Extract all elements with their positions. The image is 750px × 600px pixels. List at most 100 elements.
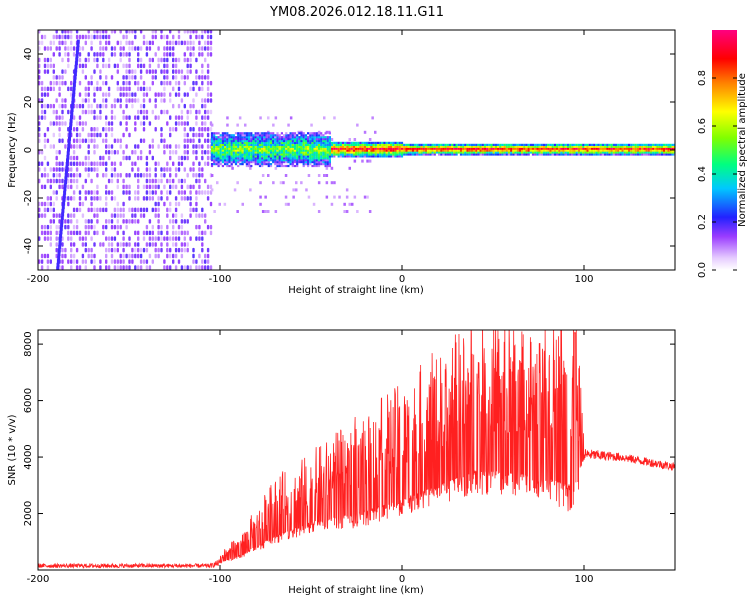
heatmap-cell [483,143,487,146]
heatmap-cell [322,141,325,144]
heatmap-cell [237,139,240,143]
heatmap-cell [125,115,128,120]
heatmap-cell [409,147,412,150]
heatmap-cell [78,144,82,149]
heatmap-cell [239,153,242,156]
heatmap-cell [394,147,397,150]
heatmap-cell [195,213,198,218]
heatmap-cell [363,141,366,144]
heatmap-cell [206,34,210,40]
heatmap-cell [204,253,207,259]
heatmap-cell [328,132,331,135]
heatmap-cell [99,52,102,57]
heatmap-cell [300,151,303,154]
heatmap-cell [60,219,64,224]
heatmap-cell [368,145,371,148]
heatmap-cell [148,86,152,92]
heatmap-cell [160,92,163,97]
heatmap-cell [283,161,286,164]
heatmap-cell [580,147,583,150]
heatmap-cell [46,127,50,132]
heatmap-cell [110,259,114,264]
heatmap-cell [189,127,192,132]
heatmap-cell [298,153,301,156]
heatmap-cell [453,147,456,150]
heatmap-cell [65,165,69,170]
heatmap-cell [172,127,175,132]
heatmap-cell [298,151,301,154]
heatmap-cell [325,130,329,134]
heatmap-cell [293,143,297,146]
heatmap-cell [575,145,578,148]
heatmap-cell [276,132,279,135]
heatmap-cell [390,153,393,156]
heatmap-cell [180,75,184,80]
heatmap-cell [562,153,565,156]
heatmap-cell [204,230,207,236]
heatmap-cell [267,157,270,160]
heatmap-cell [128,219,131,224]
heatmap-cell [608,153,611,156]
heatmap-cell [87,173,90,178]
heatmap-cell [422,153,425,156]
heatmap-cell [122,207,125,213]
heatmap-cell [71,93,75,98]
heatmap-cell [274,153,277,156]
colorbar-gradient [712,30,737,270]
heatmap-cell [249,166,252,170]
heatmap-cell [392,147,395,150]
heatmap-cell [113,224,117,230]
heatmap-cell [250,141,253,144]
heatmap-cell [285,141,288,144]
heatmap-cell [265,134,268,137]
heatmap-cell [263,149,266,152]
heatmap-cell [55,167,58,172]
heatmap-cell [163,34,166,40]
heatmap-cell [206,46,210,51]
heatmap-cell [113,167,117,172]
heatmap-cell [280,151,283,154]
heatmap-cell [107,63,111,69]
heatmap-cell [46,178,50,184]
heatmap-cell [649,149,653,152]
heatmap-cell [536,153,539,156]
heatmap-cell [343,210,346,213]
heatmap-cell [400,145,404,148]
heatmap-cell [64,34,67,40]
heatmap-cell [38,150,41,155]
heatmap-cell [186,150,189,155]
heatmap-cell [632,145,635,148]
heatmap-cell [571,147,574,150]
heatmap-cell [186,132,189,138]
heatmap-cell [148,242,152,247]
colorbar-label: Normalized spectral amplitude [737,73,748,227]
heatmap-cell [309,134,312,137]
heatmap-cell [527,143,530,146]
heatmap-cell [287,202,290,206]
heatmap-cell [72,173,76,178]
heatmap-cell [210,159,214,162]
heatmap-cell [228,161,231,164]
heatmap-cell [510,151,513,154]
heatmap-cell [228,151,231,154]
heatmap-cell [346,141,349,144]
heatmap-cell [553,151,556,154]
heatmap-cell [58,161,61,166]
heatmap-cell [525,149,528,152]
colorbar: 0.00.20.40.60.8 Normalized spectral ampl… [697,30,748,278]
heatmap-cell [169,178,172,184]
heatmap-cell [320,155,323,158]
heatmap-cell [154,98,157,103]
heatmap-cell [148,150,152,155]
heatmap-cell [274,134,277,137]
heatmap-cell [606,151,609,154]
heatmap-cell [529,151,532,154]
heatmap-cell [134,247,137,253]
heatmap-cell [564,147,567,150]
heatmap-cell [75,127,79,132]
heatmap-cell [265,136,268,139]
heatmap-cell [326,151,329,154]
heatmap-cell [345,210,349,213]
heatmap-cell [639,153,642,156]
heatmap-cell [116,265,119,270]
